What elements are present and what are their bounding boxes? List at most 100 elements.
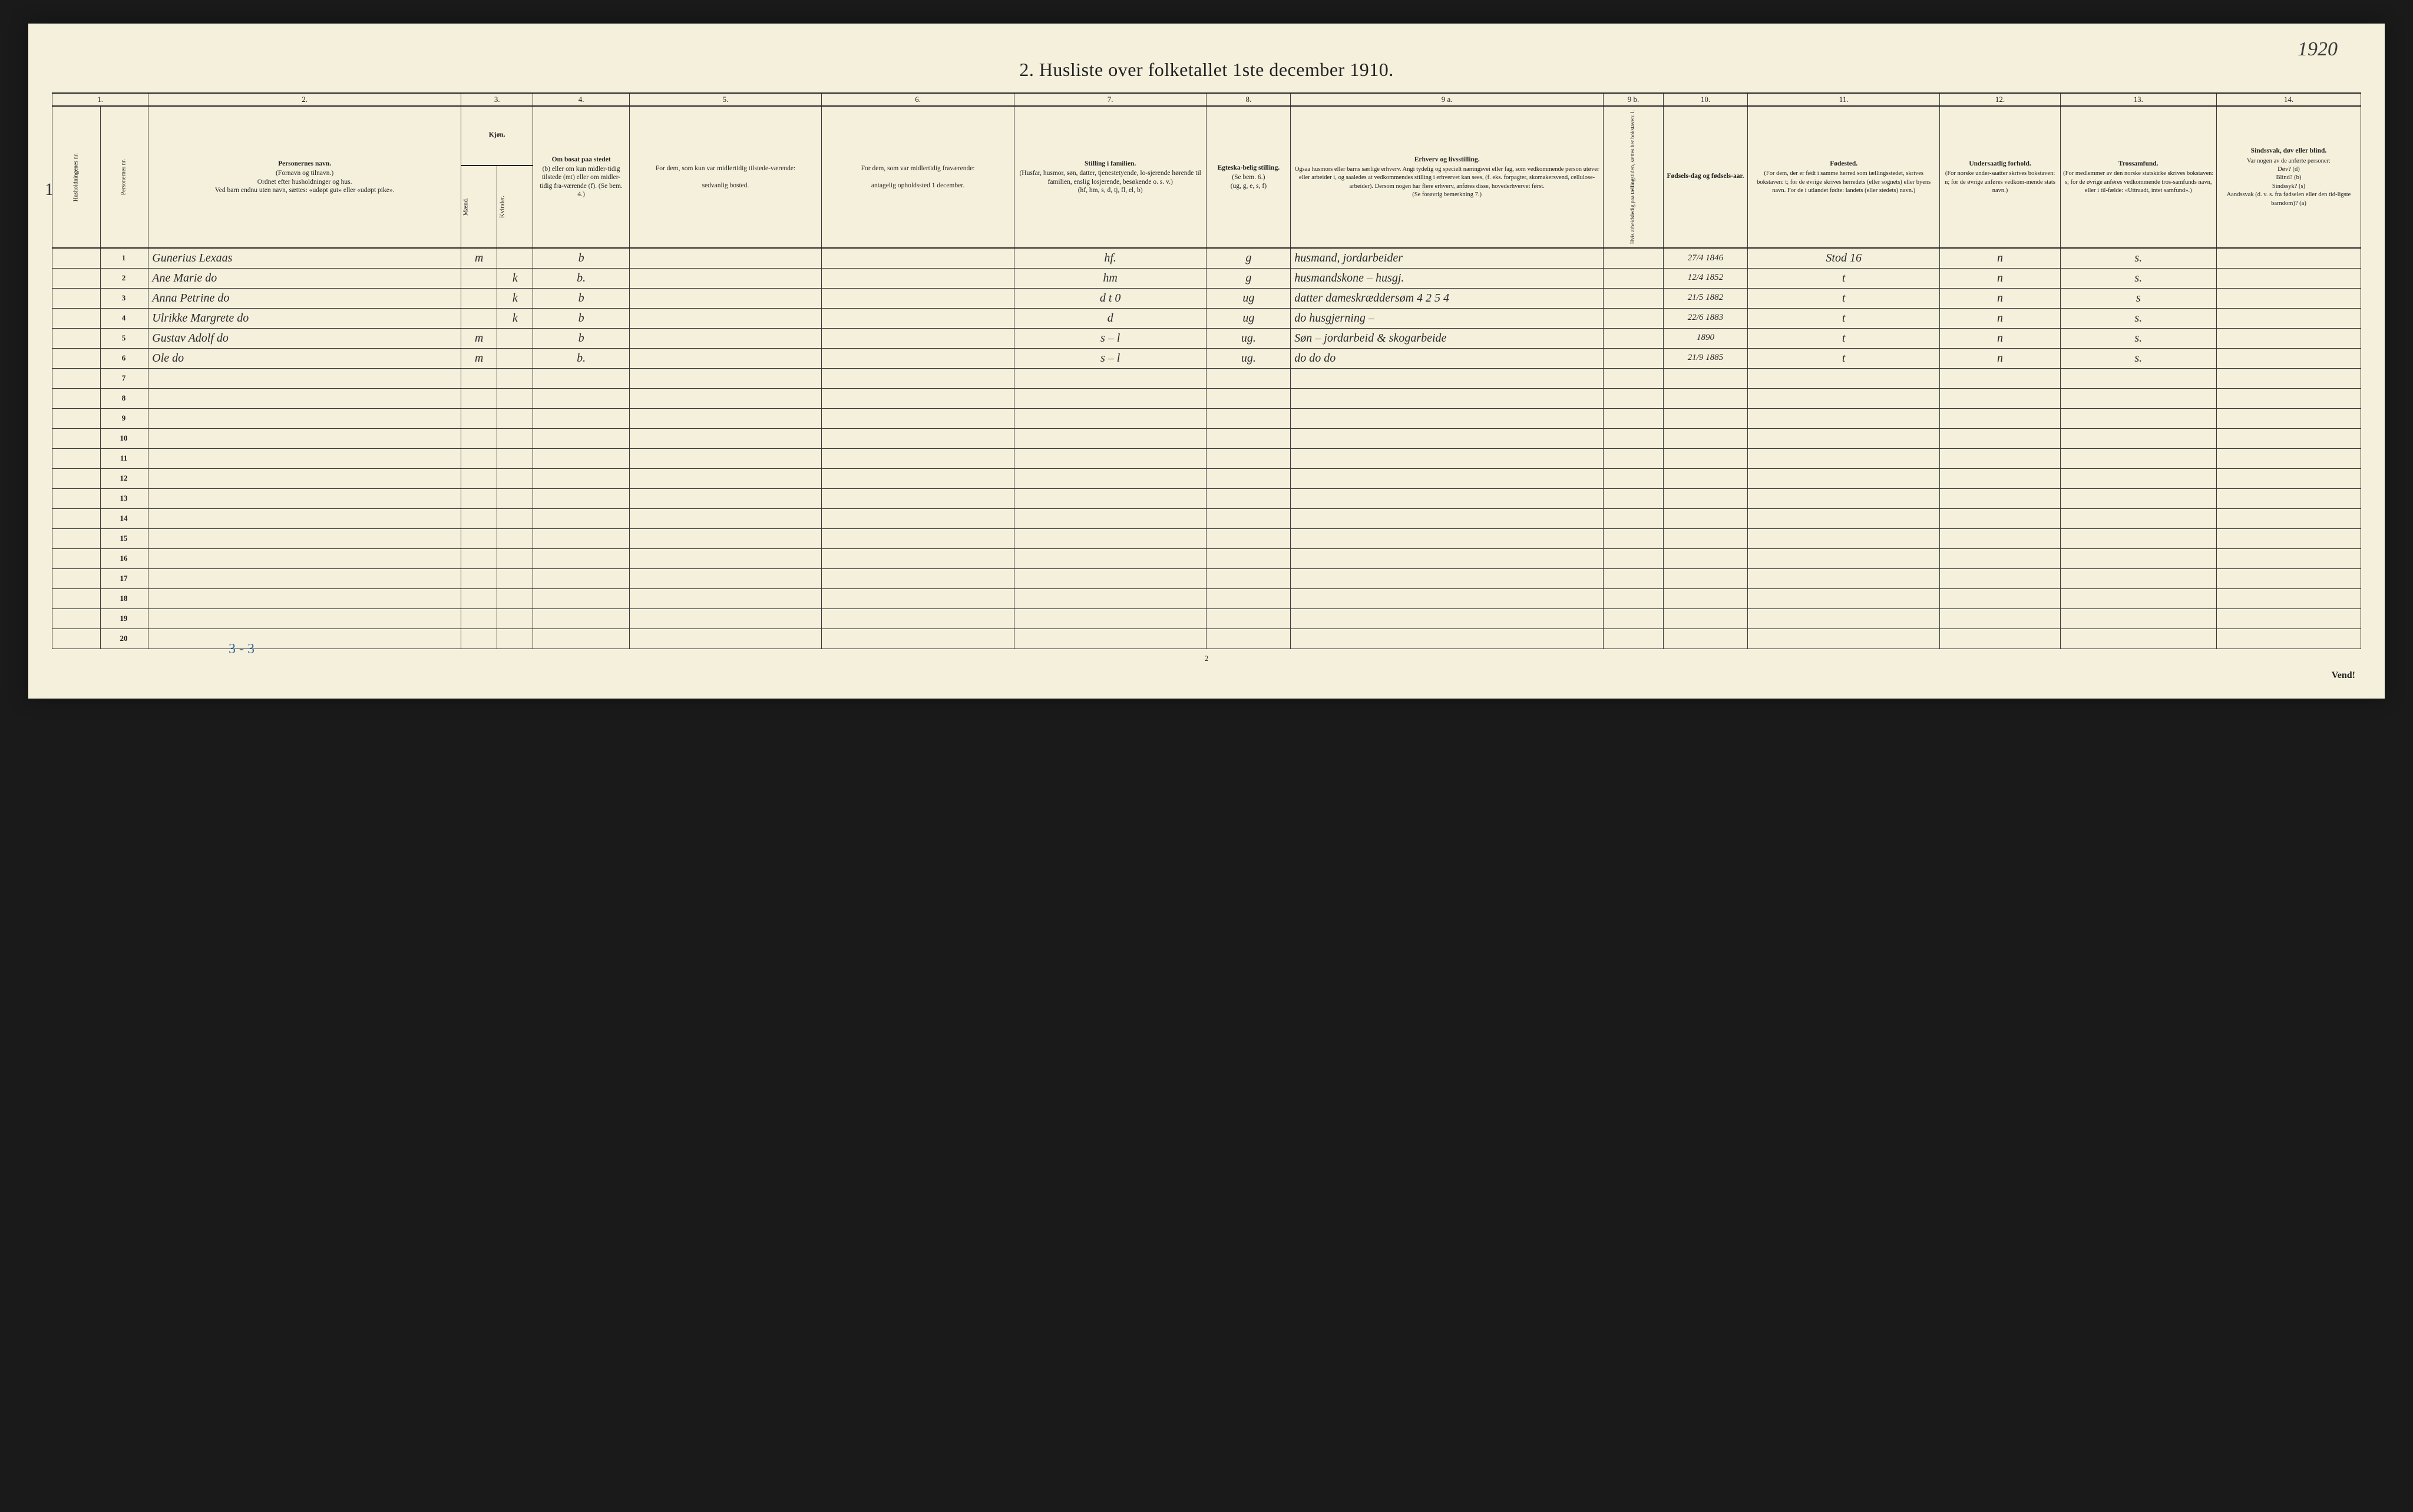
empty-cell <box>1664 628 1748 649</box>
empty-cell <box>1014 488 1206 508</box>
empty-cell <box>822 468 1014 488</box>
empty-cell <box>2060 448 2216 468</box>
temp-absent-cell <box>822 288 1014 308</box>
empty-cell <box>1291 488 1604 508</box>
hdr-name: Personernes navn. (Fornavn og tilnavn.) … <box>148 106 461 248</box>
empty-cell <box>533 388 629 408</box>
empty-cell <box>2060 548 2216 568</box>
empty-cell <box>2216 548 2361 568</box>
empty-cell <box>1014 628 1206 649</box>
empty-cell <box>1747 568 1940 588</box>
empty-cell <box>629 608 822 628</box>
empty-cell <box>1206 448 1291 468</box>
occupation-cell: husmandskone – husgj. <box>1291 268 1604 288</box>
birthplace-cell: t <box>1747 328 1940 348</box>
person-no-cell: 12 <box>100 468 148 488</box>
empty-cell <box>497 588 533 608</box>
empty-cell <box>148 448 461 468</box>
hdr-household-no: Husholdningenes nr. <box>52 106 101 248</box>
empty-cell <box>1940 408 2060 428</box>
empty-cell <box>1291 388 1604 408</box>
empty-cell <box>629 588 822 608</box>
family-pos-cell: d t 0 <box>1014 288 1206 308</box>
empty-cell <box>2216 608 2361 628</box>
empty-cell <box>461 428 497 448</box>
family-pos-cell: hm <box>1014 268 1206 288</box>
empty-cell <box>1940 488 2060 508</box>
hdr-female: Kvinder. <box>497 166 533 248</box>
table-body: 1Gunerius Lexaasmbhf.ghusmand, jordarbei… <box>52 248 2361 649</box>
temp-present-cell <box>629 348 822 368</box>
household-no-cell <box>52 488 101 508</box>
empty-cell <box>1291 508 1604 528</box>
empty-cell <box>533 548 629 568</box>
occupation-cell: datter dameskræddersøm 4 2 5 4 <box>1291 288 1604 308</box>
empty-cell <box>1014 388 1206 408</box>
empty-cell <box>148 528 461 548</box>
empty-cell <box>1604 628 1664 649</box>
person-no-cell: 13 <box>100 488 148 508</box>
table-row-empty: 12 <box>52 468 2361 488</box>
table-row-empty: 17 <box>52 568 2361 588</box>
empty-cell <box>629 428 822 448</box>
empty-cell <box>1206 488 1291 508</box>
birthdate-cell: 12/4 1852 <box>1664 268 1748 288</box>
empty-cell <box>822 388 1014 408</box>
birthplace-cell: Stod 16 <box>1747 248 1940 268</box>
colnum: 5. <box>629 93 822 106</box>
unemployed-cell <box>1604 308 1664 328</box>
nationality-cell: n <box>1940 248 2060 268</box>
occupation-cell: Søn – jordarbeid & skogarbeide <box>1291 328 1604 348</box>
household-no-cell <box>52 548 101 568</box>
empty-cell <box>148 428 461 448</box>
person-no-cell: 8 <box>100 388 148 408</box>
empty-cell <box>629 388 822 408</box>
person-no-cell: 16 <box>100 548 148 568</box>
family-pos-cell: s – l <box>1014 348 1206 368</box>
nationality-cell: n <box>1940 268 2060 288</box>
empty-cell <box>2060 468 2216 488</box>
empty-cell <box>822 568 1014 588</box>
colnum: 8. <box>1206 93 1291 106</box>
annotation-top-right: 1920 <box>2298 38 2338 61</box>
empty-cell <box>1664 548 1748 568</box>
empty-cell <box>1940 548 2060 568</box>
empty-cell <box>1664 528 1748 548</box>
household-no-cell <box>52 528 101 548</box>
empty-cell <box>1291 468 1604 488</box>
table-row-empty: 15 <box>52 528 2361 548</box>
household-no-cell <box>52 388 101 408</box>
empty-cell <box>1664 488 1748 508</box>
empty-cell <box>822 528 1014 548</box>
table-row: 1Gunerius Lexaasmbhf.ghusmand, jordarbei… <box>52 248 2361 268</box>
empty-cell <box>533 368 629 388</box>
empty-cell <box>533 428 629 448</box>
empty-cell <box>1291 548 1604 568</box>
name-cell: Ane Marie do <box>148 268 461 288</box>
hdr-temp-absent: For dem, som var midlertidig fraværende:… <box>822 106 1014 248</box>
empty-cell <box>1291 608 1604 628</box>
empty-cell <box>461 588 497 608</box>
temp-present-cell <box>629 328 822 348</box>
empty-cell <box>2060 608 2216 628</box>
temp-present-cell <box>629 248 822 268</box>
empty-cell <box>1014 528 1206 548</box>
empty-cell <box>1664 468 1748 488</box>
empty-cell <box>1940 568 2060 588</box>
empty-cell <box>1747 408 1940 428</box>
temp-absent-cell <box>822 248 1014 268</box>
empty-cell <box>497 608 533 628</box>
empty-cell <box>497 468 533 488</box>
colnum: 3. <box>461 93 533 106</box>
empty-cell <box>497 628 533 649</box>
empty-cell <box>629 468 822 488</box>
hdr-disability: Sindssvak, døv eller blind. Var nogen av… <box>2216 106 2361 248</box>
census-page: 1920 1 2. Husliste over folketallet 1ste… <box>28 24 2385 699</box>
temp-absent-cell <box>822 308 1014 328</box>
table-row-empty: 20 <box>52 628 2361 649</box>
nationality-cell: n <box>1940 288 2060 308</box>
birthdate-cell: 21/9 1885 <box>1664 348 1748 368</box>
table-row-empty: 10 <box>52 428 2361 448</box>
empty-cell <box>1604 508 1664 528</box>
empty-cell <box>1014 408 1206 428</box>
